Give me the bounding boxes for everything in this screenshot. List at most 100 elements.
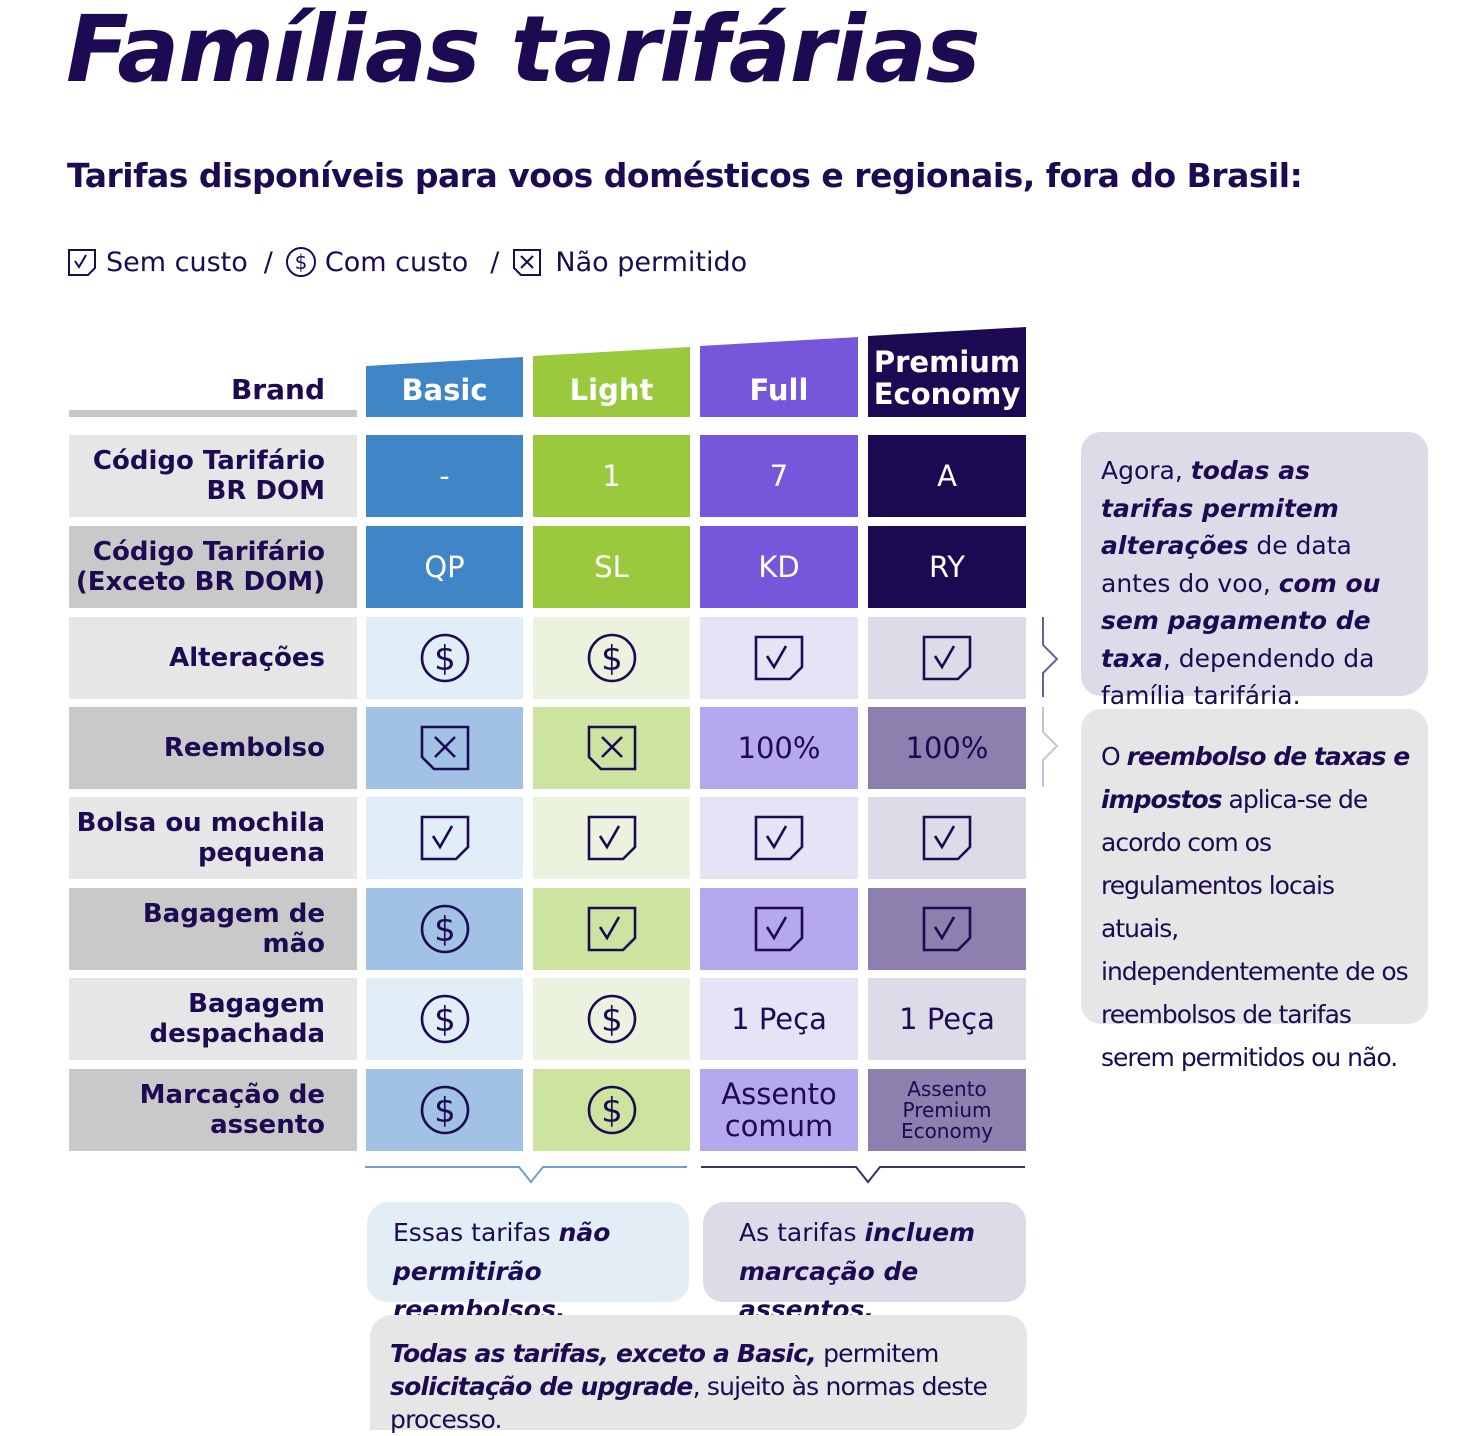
cell-light: $	[533, 617, 690, 699]
row-label-text: Bolsa ou mochila pequena	[77, 808, 325, 868]
cell-premium: 1 Peça	[868, 978, 1026, 1060]
svg-text:$: $	[601, 1000, 623, 1040]
header-full-bg	[700, 337, 858, 417]
page-subtitle: Tarifas disponíveis para voos domésticos…	[67, 156, 1303, 195]
cell-full: KD	[700, 526, 858, 608]
cell-value: RY	[928, 550, 965, 584]
row-label-line: Bagagem de	[142, 899, 325, 929]
cell-premium: A	[868, 435, 1026, 517]
check-icon	[920, 902, 974, 956]
note-refund-emphasis: reembolso de taxas e impostos	[1101, 742, 1410, 814]
cell-full	[700, 888, 858, 970]
paid-icon: $	[585, 992, 639, 1046]
cell-light	[533, 707, 690, 789]
cell-value: SL	[594, 550, 629, 584]
svg-text:$: $	[601, 1091, 623, 1131]
row-label-line: Bagagem	[188, 989, 325, 1019]
cell-full: Assento comum	[700, 1069, 858, 1151]
row-label-text: Código Tarifário BR DOM	[93, 446, 325, 506]
row-label-line: pequena	[197, 838, 325, 868]
cell-value: -	[439, 459, 450, 493]
connector-changes	[1042, 617, 1059, 697]
paid-icon: $	[285, 247, 316, 277]
cell-light: 1	[533, 435, 690, 517]
note-changes: Agora, todas as tarifas permitem alteraç…	[1081, 432, 1428, 710]
row-label: Código Tarifário (Exceto BR DOM)	[69, 526, 357, 608]
cell-basic: -	[366, 435, 523, 517]
check-icon	[752, 902, 806, 956]
cell-premium	[868, 617, 1026, 699]
header-tabs	[366, 327, 1026, 417]
note-refund-text: aplica-se de acordo com os regulamentos …	[1101, 785, 1409, 1072]
cell-value: 7	[769, 459, 789, 493]
row-label-line: despachada	[149, 1019, 326, 1049]
row-label-line: mão	[262, 929, 326, 959]
row-label-text: Reembolso	[164, 733, 325, 763]
note-upgrade-emphasis: Todas as tarifas, exceto a Basic,	[390, 1339, 817, 1368]
check-icon	[752, 631, 806, 685]
cross-icon	[585, 721, 639, 775]
cell-basic: $	[366, 617, 523, 699]
header-basic: Basic	[401, 373, 488, 407]
paid-icon: $	[418, 631, 472, 685]
cell-value: KD	[758, 550, 800, 584]
cell-basic: $	[366, 978, 523, 1060]
cell-premium: Assento Premium Economy	[868, 1069, 1026, 1151]
svg-text:$: $	[434, 1000, 456, 1040]
cell-value: 1 Peça	[731, 1002, 827, 1036]
seat-text-line: Assento	[721, 1077, 837, 1111]
cell-light: $	[533, 1069, 690, 1151]
cell-full: 1 Peça	[700, 978, 858, 1060]
svg-text:$: $	[601, 639, 623, 679]
brand-label: Brand	[230, 373, 325, 406]
note-changes-text: Agora,	[1101, 456, 1191, 485]
row-label-line: Reembolso	[163, 733, 325, 763]
row-label-line: BR DOM	[206, 476, 325, 506]
cell-premium	[868, 797, 1026, 879]
row-label: Bagagem de mão	[69, 888, 357, 970]
row-label: Reembolso	[69, 707, 357, 789]
note-upgrade-emphasis: solicitação de upgrade	[390, 1372, 693, 1401]
cell-value: 100%	[905, 731, 989, 765]
check-icon	[68, 249, 96, 276]
cell-light: $	[533, 978, 690, 1060]
paid-icon: $	[418, 992, 472, 1046]
seat-text-line: Premium	[902, 1097, 992, 1122]
row-label: Marcação de assento	[69, 1069, 357, 1151]
row-label-line: (Exceto BR DOM)	[75, 567, 325, 597]
paid-icon: $	[585, 631, 639, 685]
note-full-premium: As tarifas incluem marcação de assentos.	[703, 1202, 1026, 1324]
row-label-text: Bagagem despachada	[150, 989, 326, 1049]
legend-not-allowed-label: Não permitido	[555, 246, 748, 278]
note-changes-text: de data antes do voo,	[1101, 531, 1352, 598]
cell-value: A	[937, 459, 957, 493]
note-changes-text: , dependendo da família tarifária.	[1101, 643, 1375, 711]
connector-full-premium	[701, 1166, 1025, 1184]
note-upgrade-text: , sujeito às normas deste processo.	[390, 1372, 988, 1434]
row-label-line: Bolsa ou mochila	[76, 808, 325, 838]
row-label-line: assento	[210, 1110, 325, 1140]
cell-value: 100%	[737, 731, 821, 765]
cell-full: 100%	[700, 707, 858, 789]
legend-separator: /	[263, 246, 273, 278]
row-label-text: Marcação de assento	[140, 1080, 325, 1140]
connector-basic-light	[365, 1166, 687, 1184]
cell-full: 7	[700, 435, 858, 517]
seat-standard-text: Assento comum	[721, 1078, 836, 1142]
cell-value: 1	[602, 459, 621, 493]
row-label-line: Código Tarifário	[92, 446, 325, 476]
check-icon	[920, 631, 974, 685]
svg-text:$: $	[295, 250, 308, 274]
brand-divider	[69, 410, 357, 417]
header-premium: Premium Economy	[868, 344, 1026, 412]
check-icon	[752, 811, 806, 865]
legend-paid-label: Com custo	[324, 246, 469, 278]
row-label-text: Alterações	[169, 643, 325, 673]
note-basic-light-text: Essas tarifas	[393, 1218, 559, 1247]
paid-icon: $	[418, 1083, 472, 1137]
cell-light: SL	[533, 526, 690, 608]
row-label-line: Alterações	[169, 643, 325, 673]
check-icon	[920, 811, 974, 865]
legend-free-label: Sem custo	[106, 246, 248, 278]
cell-basic: $	[366, 1069, 523, 1151]
